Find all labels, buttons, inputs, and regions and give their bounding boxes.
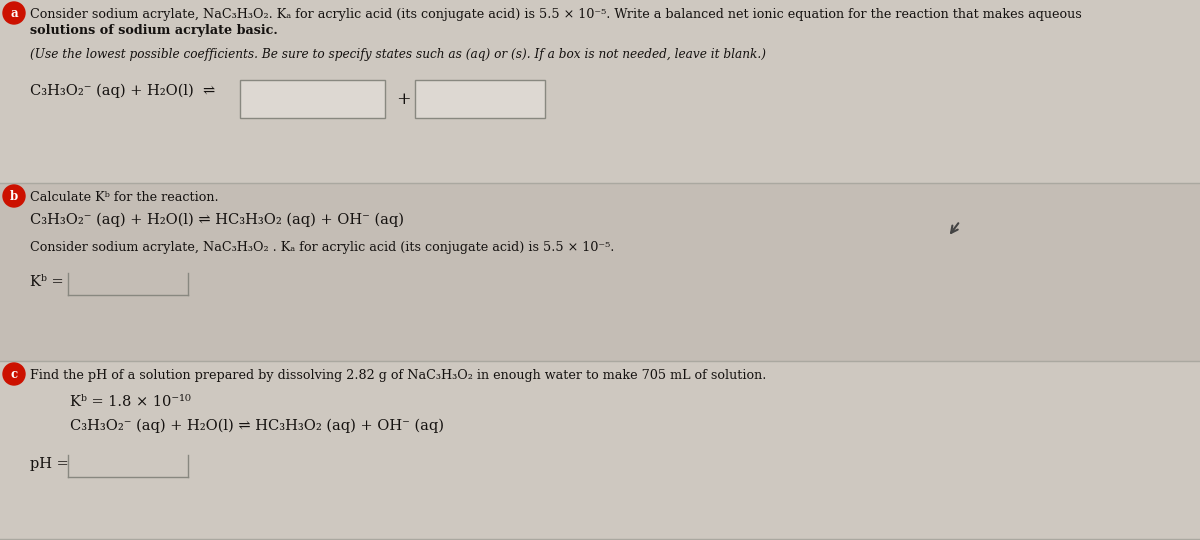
Text: Kᵇ = 1.8 × 10⁻¹⁰: Kᵇ = 1.8 × 10⁻¹⁰ [70, 395, 191, 409]
Text: Consider sodium acrylate, NaC₃H₃O₂ . Kₐ for acrylic acid (its conjugate acid) is: Consider sodium acrylate, NaC₃H₃O₂ . Kₐ … [30, 241, 614, 254]
FancyBboxPatch shape [0, 361, 1200, 540]
Circle shape [2, 2, 25, 24]
Text: c: c [11, 368, 18, 381]
Text: (Use the lowest possible coefficients. Be sure to specify states such as (aq) or: (Use the lowest possible coefficients. B… [30, 48, 766, 61]
Circle shape [2, 363, 25, 385]
Text: Find the pH of a solution prepared by dissolving 2.82 g of NaC₃H₃O₂ in enough wa: Find the pH of a solution prepared by di… [30, 369, 767, 382]
Text: +: + [396, 91, 410, 107]
FancyBboxPatch shape [415, 80, 545, 118]
Text: pH =: pH = [30, 457, 68, 471]
Circle shape [2, 185, 25, 207]
FancyBboxPatch shape [0, 183, 1200, 361]
Text: solutions of sodium acrylate basic.: solutions of sodium acrylate basic. [30, 24, 277, 37]
Text: a: a [10, 7, 18, 20]
FancyBboxPatch shape [240, 80, 385, 118]
Text: C₃H₃O₂⁻ (aq) + H₂O(l)  ⇌: C₃H₃O₂⁻ (aq) + H₂O(l) ⇌ [30, 84, 215, 98]
Text: Consider sodium acrylate, NaC₃H₃O₂. Kₐ for acrylic acid (its conjugate acid) is : Consider sodium acrylate, NaC₃H₃O₂. Kₐ f… [30, 8, 1081, 21]
Text: b: b [10, 190, 18, 203]
Text: Kᵇ =: Kᵇ = [30, 275, 64, 289]
Text: C₃H₃O₂⁻ (aq) + H₂O(l) ⇌ HC₃H₃O₂ (aq) + OH⁻ (aq): C₃H₃O₂⁻ (aq) + H₂O(l) ⇌ HC₃H₃O₂ (aq) + O… [70, 419, 444, 434]
FancyBboxPatch shape [0, 0, 1200, 183]
Text: C₃H₃O₂⁻ (aq) + H₂O(l) ⇌ HC₃H₃O₂ (aq) + OH⁻ (aq): C₃H₃O₂⁻ (aq) + H₂O(l) ⇌ HC₃H₃O₂ (aq) + O… [30, 213, 404, 227]
Text: Calculate Kᵇ for the reaction.: Calculate Kᵇ for the reaction. [30, 191, 218, 204]
